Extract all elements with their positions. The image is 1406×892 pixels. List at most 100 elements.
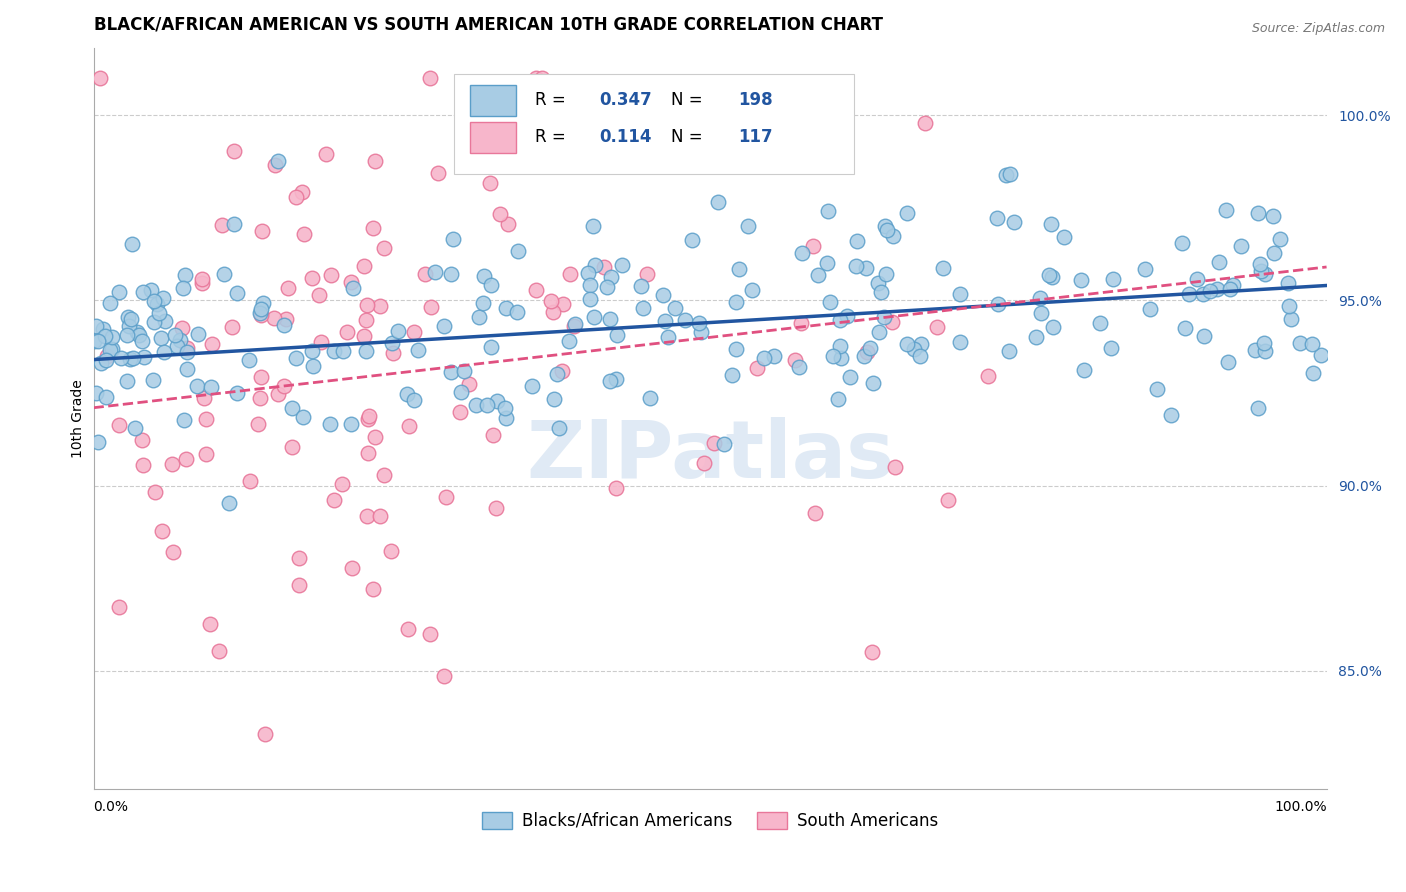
FancyBboxPatch shape — [470, 85, 516, 116]
Point — [827, 392, 849, 406]
Point — [551, 364, 574, 378]
Point — [122, 351, 145, 365]
Point — [342, 281, 364, 295]
Point — [211, 218, 233, 232]
Point — [596, 279, 619, 293]
FancyBboxPatch shape — [470, 122, 516, 153]
Point — [356, 298, 378, 312]
Point — [142, 373, 165, 387]
Point — [254, 726, 277, 740]
Point — [876, 222, 898, 236]
Point — [276, 312, 298, 326]
Point — [380, 543, 402, 558]
Point — [1192, 329, 1215, 343]
Text: N =: N = — [671, 91, 702, 110]
Point — [564, 317, 586, 331]
Point — [359, 409, 381, 423]
Text: 0.347: 0.347 — [599, 91, 652, 110]
Point — [1178, 287, 1201, 301]
Point — [354, 312, 377, 326]
Point — [866, 276, 889, 290]
Point — [1270, 232, 1292, 246]
Point — [143, 315, 166, 329]
Point — [1277, 276, 1299, 290]
Point — [531, 71, 554, 86]
Point — [664, 301, 686, 315]
Point — [1174, 320, 1197, 334]
Point — [373, 241, 395, 255]
Point — [925, 319, 948, 334]
Point — [543, 392, 565, 406]
Point — [387, 324, 409, 338]
Point — [398, 418, 420, 433]
Point — [266, 153, 288, 168]
Point — [564, 319, 586, 334]
Point — [763, 349, 786, 363]
Point — [583, 310, 606, 325]
Point — [875, 267, 897, 281]
Point — [896, 206, 918, 220]
Text: N =: N = — [671, 128, 702, 146]
Point — [125, 325, 148, 339]
Point — [124, 421, 146, 435]
Point — [1025, 330, 1047, 344]
Point — [1222, 278, 1244, 293]
Text: 0.0%: 0.0% — [94, 800, 128, 814]
Point — [249, 369, 271, 384]
Point — [1243, 343, 1265, 357]
Point — [155, 314, 177, 328]
Point — [277, 281, 299, 295]
Point — [117, 374, 139, 388]
Point — [425, 265, 447, 279]
Point — [153, 344, 176, 359]
Point — [834, 118, 856, 132]
Point — [301, 359, 323, 374]
Point — [117, 310, 139, 324]
Point — [148, 306, 170, 320]
Point — [420, 300, 443, 314]
Point — [170, 320, 193, 334]
Point — [187, 326, 209, 341]
Point — [173, 268, 195, 282]
Text: 100.0%: 100.0% — [1274, 800, 1327, 814]
Point — [830, 351, 852, 365]
Point — [404, 325, 426, 339]
Point — [725, 294, 748, 309]
Point — [174, 452, 197, 467]
Point — [1263, 209, 1285, 223]
Point — [195, 447, 218, 461]
Point — [1277, 299, 1299, 313]
Point — [1146, 382, 1168, 396]
Point — [368, 509, 391, 524]
Point — [131, 434, 153, 448]
Point — [1073, 363, 1095, 377]
Point — [87, 334, 110, 348]
Point — [1263, 245, 1285, 260]
Point — [1288, 335, 1310, 350]
Point — [1309, 348, 1331, 362]
Point — [506, 304, 529, 318]
Point — [908, 349, 931, 363]
Point — [132, 350, 155, 364]
Point — [176, 341, 198, 355]
Point — [198, 616, 221, 631]
Point — [93, 322, 115, 336]
Point — [995, 168, 1018, 182]
Point — [381, 335, 404, 350]
Point — [745, 361, 768, 376]
Point — [790, 245, 813, 260]
Point — [557, 334, 579, 349]
Point — [368, 299, 391, 313]
Point — [121, 312, 143, 326]
Text: ZIPatlas: ZIPatlas — [526, 417, 894, 495]
Point — [364, 153, 387, 168]
Point — [882, 229, 904, 244]
Point — [166, 338, 188, 352]
Point — [419, 626, 441, 640]
Point — [340, 275, 363, 289]
Point — [494, 401, 516, 415]
Point — [173, 413, 195, 427]
Point — [1230, 239, 1253, 253]
Point — [479, 340, 502, 354]
Point — [1253, 336, 1275, 351]
